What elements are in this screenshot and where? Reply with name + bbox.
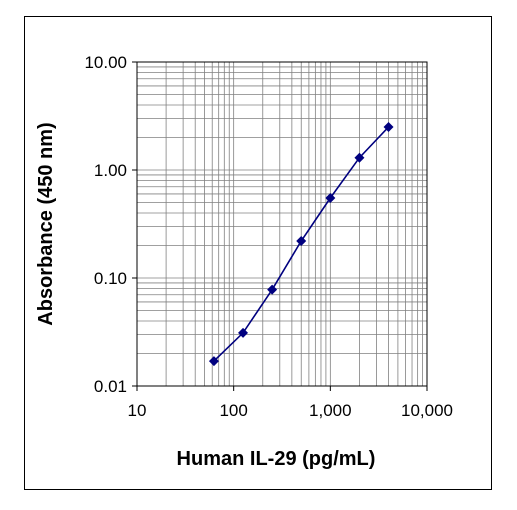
data-point	[325, 193, 336, 204]
x-axis-label: Human IL-29 (pg/mL)	[177, 448, 376, 470]
axes	[132, 61, 428, 391]
grid-lines	[136, 62, 427, 387]
y-tick-label: 10.00	[84, 53, 127, 72]
y-tick-label: 0.01	[94, 377, 127, 396]
data-point	[267, 284, 278, 295]
data-point	[208, 356, 219, 367]
x-tick-label: 1,000	[309, 401, 352, 420]
series-group	[208, 122, 394, 367]
x-tick-label: 10	[128, 401, 147, 420]
y-tick-label: 0.10	[94, 269, 127, 288]
x-tick-label: 10,000	[401, 401, 453, 420]
chart-frame	[24, 16, 492, 490]
y-axis-label: Absorbance (450 nm)	[35, 122, 57, 325]
y-tick-labels: 0.01 0.10 1.00 10.00	[84, 53, 127, 396]
data-point	[354, 152, 365, 163]
x-tick-labels: 10 100 1,000 10,000	[128, 401, 453, 420]
data-point	[296, 236, 307, 247]
plot-border	[136, 61, 428, 387]
x-tick-label: 100	[219, 401, 247, 420]
data-point	[383, 122, 394, 133]
y-tick-label: 1.00	[94, 161, 127, 180]
data-point	[238, 327, 249, 338]
